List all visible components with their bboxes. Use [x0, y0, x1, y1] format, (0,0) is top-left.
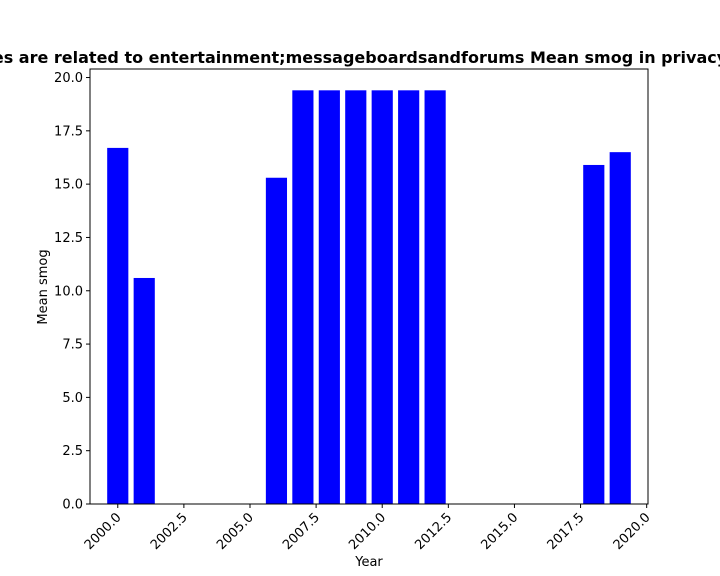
y-axis: 0.0 2.5 5.0 7.5 10.0 12.5 15.0 17.5 20.0: [54, 71, 90, 513]
chart-title: es are related to entertainment;messageb…: [0, 48, 720, 67]
bar-2012: [424, 90, 446, 504]
x-tick-label: 2007.5: [280, 510, 323, 553]
bar-2018: [583, 164, 605, 504]
x-tick-label: 2002.5: [148, 510, 191, 553]
x-tick-label: 2005.0: [214, 510, 257, 553]
y-tick-label: 10.0: [54, 284, 83, 299]
y-tick-label: 17.5: [54, 124, 83, 139]
x-axis: 2000.0 2002.5 2005.0 2007.5 2010.0 2012.5 2015…: [82, 504, 654, 553]
bar-2009: [345, 90, 367, 504]
bar-2006: [265, 177, 288, 504]
bars-group: [107, 90, 631, 504]
x-axis-label: Year: [354, 555, 383, 570]
y-tick-label: 15.0: [54, 178, 83, 193]
y-axis-label: Mean smog: [36, 249, 51, 324]
bar-2007: [292, 90, 314, 504]
y-tick-label: 0.0: [62, 498, 83, 513]
bar-2019: [609, 152, 631, 504]
x-tick-label: 2015.0: [478, 510, 521, 553]
x-tick-label: 2012.5: [412, 510, 455, 553]
x-tick-label: 2010.0: [346, 510, 389, 553]
bar-2011: [398, 90, 420, 504]
y-tick-label: 5.0: [62, 391, 83, 406]
y-tick-label: 12.5: [54, 231, 83, 246]
bar-2001: [133, 277, 155, 504]
y-tick-label: 2.5: [62, 444, 83, 459]
bar-2008: [318, 90, 340, 504]
x-tick-label: 2000.0: [82, 510, 125, 553]
bar-2000: [107, 147, 129, 504]
plot-frame: [89, 68, 649, 505]
x-tick-label: 2017.5: [545, 510, 588, 553]
y-tick-label: 7.5: [62, 338, 83, 353]
bar-2010: [371, 90, 393, 504]
x-tick-label: 2020.0: [611, 510, 654, 553]
y-tick-label: 20.0: [54, 71, 83, 86]
